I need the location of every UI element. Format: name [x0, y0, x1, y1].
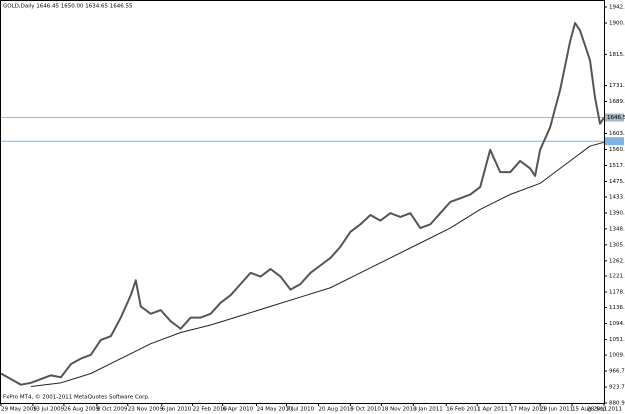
y-tick-label: 1262.30	[609, 258, 625, 264]
x-tick-label: 1 Apr 2011	[477, 407, 508, 413]
y-tick-label: 1815.90	[609, 52, 625, 58]
x-tick-label: 28 Sep 2011	[587, 407, 622, 413]
price-line-series	[0, 22, 605, 386]
y-tick-label: 1900.05	[609, 20, 625, 26]
y-tick-label: 1136.90	[609, 305, 625, 311]
chart-title: GOLD,Daily 1646.45 1650.00 1634.65 1646.…	[3, 4, 133, 10]
y-tick-label: 1560.70	[609, 147, 625, 153]
x-tick-label: 8 Oct 2009	[97, 407, 128, 413]
copyright: FxPro MT4, © 2001-2011 MetaQuotes Softwa…	[3, 394, 150, 401]
y-tick-label: 1390.40	[609, 211, 625, 217]
y-tick-label: 966.70	[609, 369, 625, 375]
moving-average	[30, 141, 605, 388]
x-tick-label: 7 Jul 2010	[287, 407, 315, 413]
price-tag	[605, 137, 624, 146]
x-tick-label: 15 Aug 2011	[572, 407, 607, 413]
y-tick-label: 1348.00	[609, 226, 625, 232]
y-tick-label: 1009.50	[609, 353, 625, 359]
x-tick-label: 23 Nov 2009	[128, 407, 164, 413]
y-tick-label: 1051.05	[609, 337, 625, 343]
x-tick-label: 13 Jul 2009	[33, 407, 65, 413]
x-tick-label: 26 Aug 2009	[64, 407, 100, 413]
x-tick-label: 6 Apr 2010	[223, 407, 254, 413]
y-tick-label: 1221.45	[609, 274, 625, 280]
x-tick-label: 29 Jun 2011	[540, 407, 573, 413]
y-tick-label: 1178.50	[609, 290, 625, 296]
price-tag	[605, 113, 624, 122]
x-tick-label: 20 Aug 2010	[318, 407, 354, 413]
y-tick-label: 1305.15	[609, 242, 625, 248]
y-tick-label: 923.75	[609, 385, 625, 391]
x-tick-label: 3 Jan 2011	[413, 407, 442, 413]
x-tick-label: 18 Nov 2010	[381, 407, 417, 413]
x-tick-label: 22 Feb 2010	[193, 407, 228, 413]
x-tick-label: 5 Oct 2010	[350, 407, 381, 413]
plot-frame	[0, 0, 605, 404]
y-tick-label: 1603.60	[609, 131, 625, 137]
y-tick-label: 1433.30	[609, 195, 625, 201]
y-tick-label: 1731.90	[609, 83, 625, 89]
x-tick-label: 6 Jan 2010	[162, 407, 192, 413]
x-tick-label: 16 Feb 2011	[446, 407, 480, 413]
y-tick-label: 880.90	[609, 401, 625, 407]
x-tick-label: 24 May 2010	[257, 407, 293, 413]
x-tick-label: 29 May 2009	[1, 407, 37, 413]
price-tag-label: 1646.55	[607, 115, 625, 121]
y-tick-label: 1094.00	[609, 321, 625, 327]
y-tick-label: 1942.90	[609, 5, 625, 11]
y-tick-label: 1475.20	[609, 179, 625, 185]
y-tick-label: 1517.85	[609, 163, 625, 169]
x-tick-label: 17 May 2011	[510, 407, 546, 413]
y-tick-label: 1689.50	[609, 99, 625, 105]
